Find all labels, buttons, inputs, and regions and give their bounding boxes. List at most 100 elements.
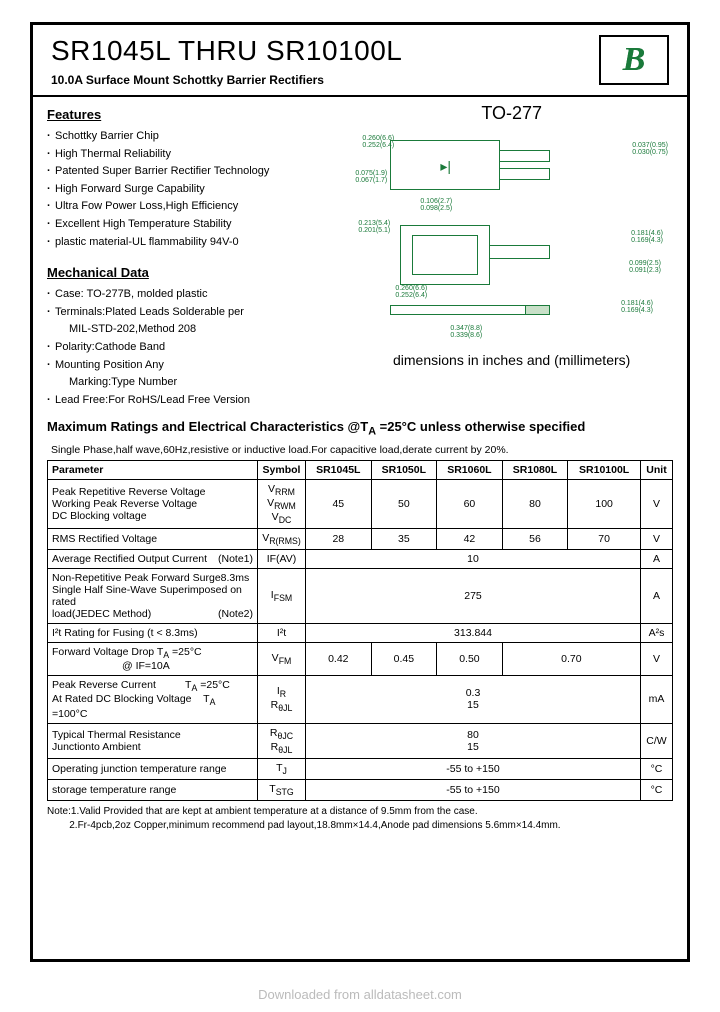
header: SR1045L THRU SR10100L 10.0A Surface Moun… bbox=[33, 25, 687, 97]
table-row: storage temperature rangeTSTG-55 to +150… bbox=[48, 779, 673, 800]
table-row: Non-Repetitive Peak Forward Surge8.3msSi… bbox=[48, 569, 673, 624]
value-cell: 0.50 bbox=[437, 643, 503, 676]
value-cell: 100 bbox=[568, 479, 641, 528]
symbol-cell: IFSM bbox=[258, 569, 306, 624]
value-cell: 0.70 bbox=[502, 643, 640, 676]
symbol-cell: TSTG bbox=[258, 779, 306, 800]
value-cell: 70 bbox=[568, 529, 641, 550]
dimensions-caption: dimensions in inches and (millimeters) bbox=[350, 352, 673, 368]
mechanical-heading: Mechanical Data bbox=[47, 265, 340, 280]
value-cell: 10 bbox=[306, 550, 641, 569]
value-cell: 42 bbox=[437, 529, 503, 550]
mechanical-item: Mounting Position AnyMarking:Type Number bbox=[47, 357, 340, 392]
value-cell: 80 bbox=[502, 479, 568, 528]
mechanical-list: Case: TO-277B, molded plasticTerminals:P… bbox=[47, 286, 340, 409]
footnote: Note:1.Valid Provided that are kept at a… bbox=[47, 805, 673, 833]
value-cell: 0.315 bbox=[306, 676, 641, 723]
table-header-row: ParameterSymbolSR1045LSR1050LSR1060LSR10… bbox=[48, 460, 673, 479]
table-row: Peak Repetitive Reverse VoltageWorking P… bbox=[48, 479, 673, 528]
table-header-cell: SR1050L bbox=[371, 460, 437, 479]
value-cell: 50 bbox=[371, 479, 437, 528]
table-row: Typical Thermal ResistanceJunctionto Amb… bbox=[48, 723, 673, 758]
logo: B bbox=[599, 35, 669, 85]
page-border: SR1045L THRU SR10100L 10.0A Surface Moun… bbox=[30, 22, 690, 962]
unit-cell: V bbox=[641, 479, 673, 528]
package-diagram: ▸| 0.260(6.6)0.252(6.4) 0.075(1.9)0.067(… bbox=[350, 130, 673, 350]
mechanical-item: Lead Free:For RoHS/Lead Free Version bbox=[47, 392, 340, 410]
symbol-cell: I²t bbox=[258, 624, 306, 643]
param-cell: Typical Thermal ResistanceJunctionto Amb… bbox=[48, 723, 258, 758]
value-cell: 60 bbox=[437, 479, 503, 528]
features-list: Schottky Barrier ChipHigh Thermal Reliab… bbox=[47, 128, 340, 251]
feature-item: plastic material-UL flammability 94V-0 bbox=[47, 234, 340, 252]
table-row: Operating junction temperature rangeTJ-5… bbox=[48, 758, 673, 779]
param-cell: storage temperature range bbox=[48, 779, 258, 800]
table-row: Average Rectified Output Current (Note1)… bbox=[48, 550, 673, 569]
content: Features Schottky Barrier ChipHigh Therm… bbox=[33, 97, 687, 833]
symbol-cell: RθJCRθJL bbox=[258, 723, 306, 758]
value-cell: 313.844 bbox=[306, 624, 641, 643]
param-cell: Operating junction temperature range bbox=[48, 758, 258, 779]
feature-item: Patented Super Barrier Rectifier Technol… bbox=[47, 163, 340, 181]
value-cell: 0.45 bbox=[371, 643, 437, 676]
page-title: SR1045L THRU SR10100L bbox=[51, 35, 599, 67]
table-row: RMS Rectified VoltageVR(RMS)2835425670V bbox=[48, 529, 673, 550]
symbol-cell: TJ bbox=[258, 758, 306, 779]
value-cell: 275 bbox=[306, 569, 641, 624]
logo-letter: B bbox=[623, 41, 646, 79]
table-body: Peak Repetitive Reverse VoltageWorking P… bbox=[48, 479, 673, 800]
page-subtitle: 10.0A Surface Mount Schottky Barrier Rec… bbox=[51, 73, 599, 87]
value-cell: 35 bbox=[371, 529, 437, 550]
table-header-cell: SR10100L bbox=[568, 460, 641, 479]
table-header-cell: SR1060L bbox=[437, 460, 503, 479]
mechanical-item: Polarity:Cathode Band bbox=[47, 339, 340, 357]
value-cell: 45 bbox=[306, 479, 372, 528]
ratings-table: ParameterSymbolSR1045LSR1050LSR1060LSR10… bbox=[47, 460, 673, 801]
value-cell: 56 bbox=[502, 529, 568, 550]
ratings-title: Maximum Ratings and Electrical Character… bbox=[47, 419, 673, 438]
table-header-cell: Symbol bbox=[258, 460, 306, 479]
param-cell: Non-Repetitive Peak Forward Surge8.3msSi… bbox=[48, 569, 258, 624]
table-row: Peak Reverse Current TA =25°CAt Rated DC… bbox=[48, 676, 673, 723]
feature-item: Excellent High Temperature Stability bbox=[47, 216, 340, 234]
table-row: I²t Rating for Fusing (t < 8.3ms)I²t313.… bbox=[48, 624, 673, 643]
feature-item: Ultra Fow Power Loss,High Efficiency bbox=[47, 198, 340, 216]
param-cell: I²t Rating for Fusing (t < 8.3ms) bbox=[48, 624, 258, 643]
table-note: Single Phase,half wave,60Hz,resistive or… bbox=[51, 444, 673, 456]
symbol-cell: VR(RMS) bbox=[258, 529, 306, 550]
left-column: Features Schottky Barrier ChipHigh Therm… bbox=[47, 103, 340, 409]
symbol-cell: VFM bbox=[258, 643, 306, 676]
symbol-cell: IRRθJL bbox=[258, 676, 306, 723]
features-heading: Features bbox=[47, 107, 340, 122]
symbol-cell: IF(AV) bbox=[258, 550, 306, 569]
value-cell: 0.42 bbox=[306, 643, 372, 676]
table-header-cell: SR1045L bbox=[306, 460, 372, 479]
header-text: SR1045L THRU SR10100L 10.0A Surface Moun… bbox=[51, 35, 599, 87]
feature-item: High Forward Surge Capability bbox=[47, 181, 340, 199]
param-cell: Peak Repetitive Reverse VoltageWorking P… bbox=[48, 479, 258, 528]
table-row: Forward Voltage Drop TA =25°C @ IF=10AVF… bbox=[48, 643, 673, 676]
symbol-cell: VRRMVRWMVDC bbox=[258, 479, 306, 528]
unit-cell: A bbox=[641, 569, 673, 624]
unit-cell: °C bbox=[641, 758, 673, 779]
unit-cell: A²s bbox=[641, 624, 673, 643]
mechanical-item: Case: TO-277B, molded plastic bbox=[47, 286, 340, 304]
value-cell: 28 bbox=[306, 529, 372, 550]
value-cell: -55 to +150 bbox=[306, 758, 641, 779]
value-cell: -55 to +150 bbox=[306, 779, 641, 800]
value-cell: 8015 bbox=[306, 723, 641, 758]
feature-item: Schottky Barrier Chip bbox=[47, 128, 340, 146]
right-column: TO-277 ▸| 0.260(6.6)0.252(6.4) 0.075(1.9… bbox=[350, 103, 673, 409]
mechanical-item: Terminals:Plated Leads Solderable perMIL… bbox=[47, 304, 340, 339]
table-header-cell: SR1080L bbox=[502, 460, 568, 479]
watermark: Downloaded from alldatasheet.com bbox=[0, 987, 720, 1002]
param-cell: Peak Reverse Current TA =25°CAt Rated DC… bbox=[48, 676, 258, 723]
param-cell: Forward Voltage Drop TA =25°C @ IF=10A bbox=[48, 643, 258, 676]
param-cell: RMS Rectified Voltage bbox=[48, 529, 258, 550]
unit-cell: A bbox=[641, 550, 673, 569]
table-header-cell: Parameter bbox=[48, 460, 258, 479]
unit-cell: C/W bbox=[641, 723, 673, 758]
unit-cell: V bbox=[641, 643, 673, 676]
unit-cell: V bbox=[641, 529, 673, 550]
feature-item: High Thermal Reliability bbox=[47, 146, 340, 164]
